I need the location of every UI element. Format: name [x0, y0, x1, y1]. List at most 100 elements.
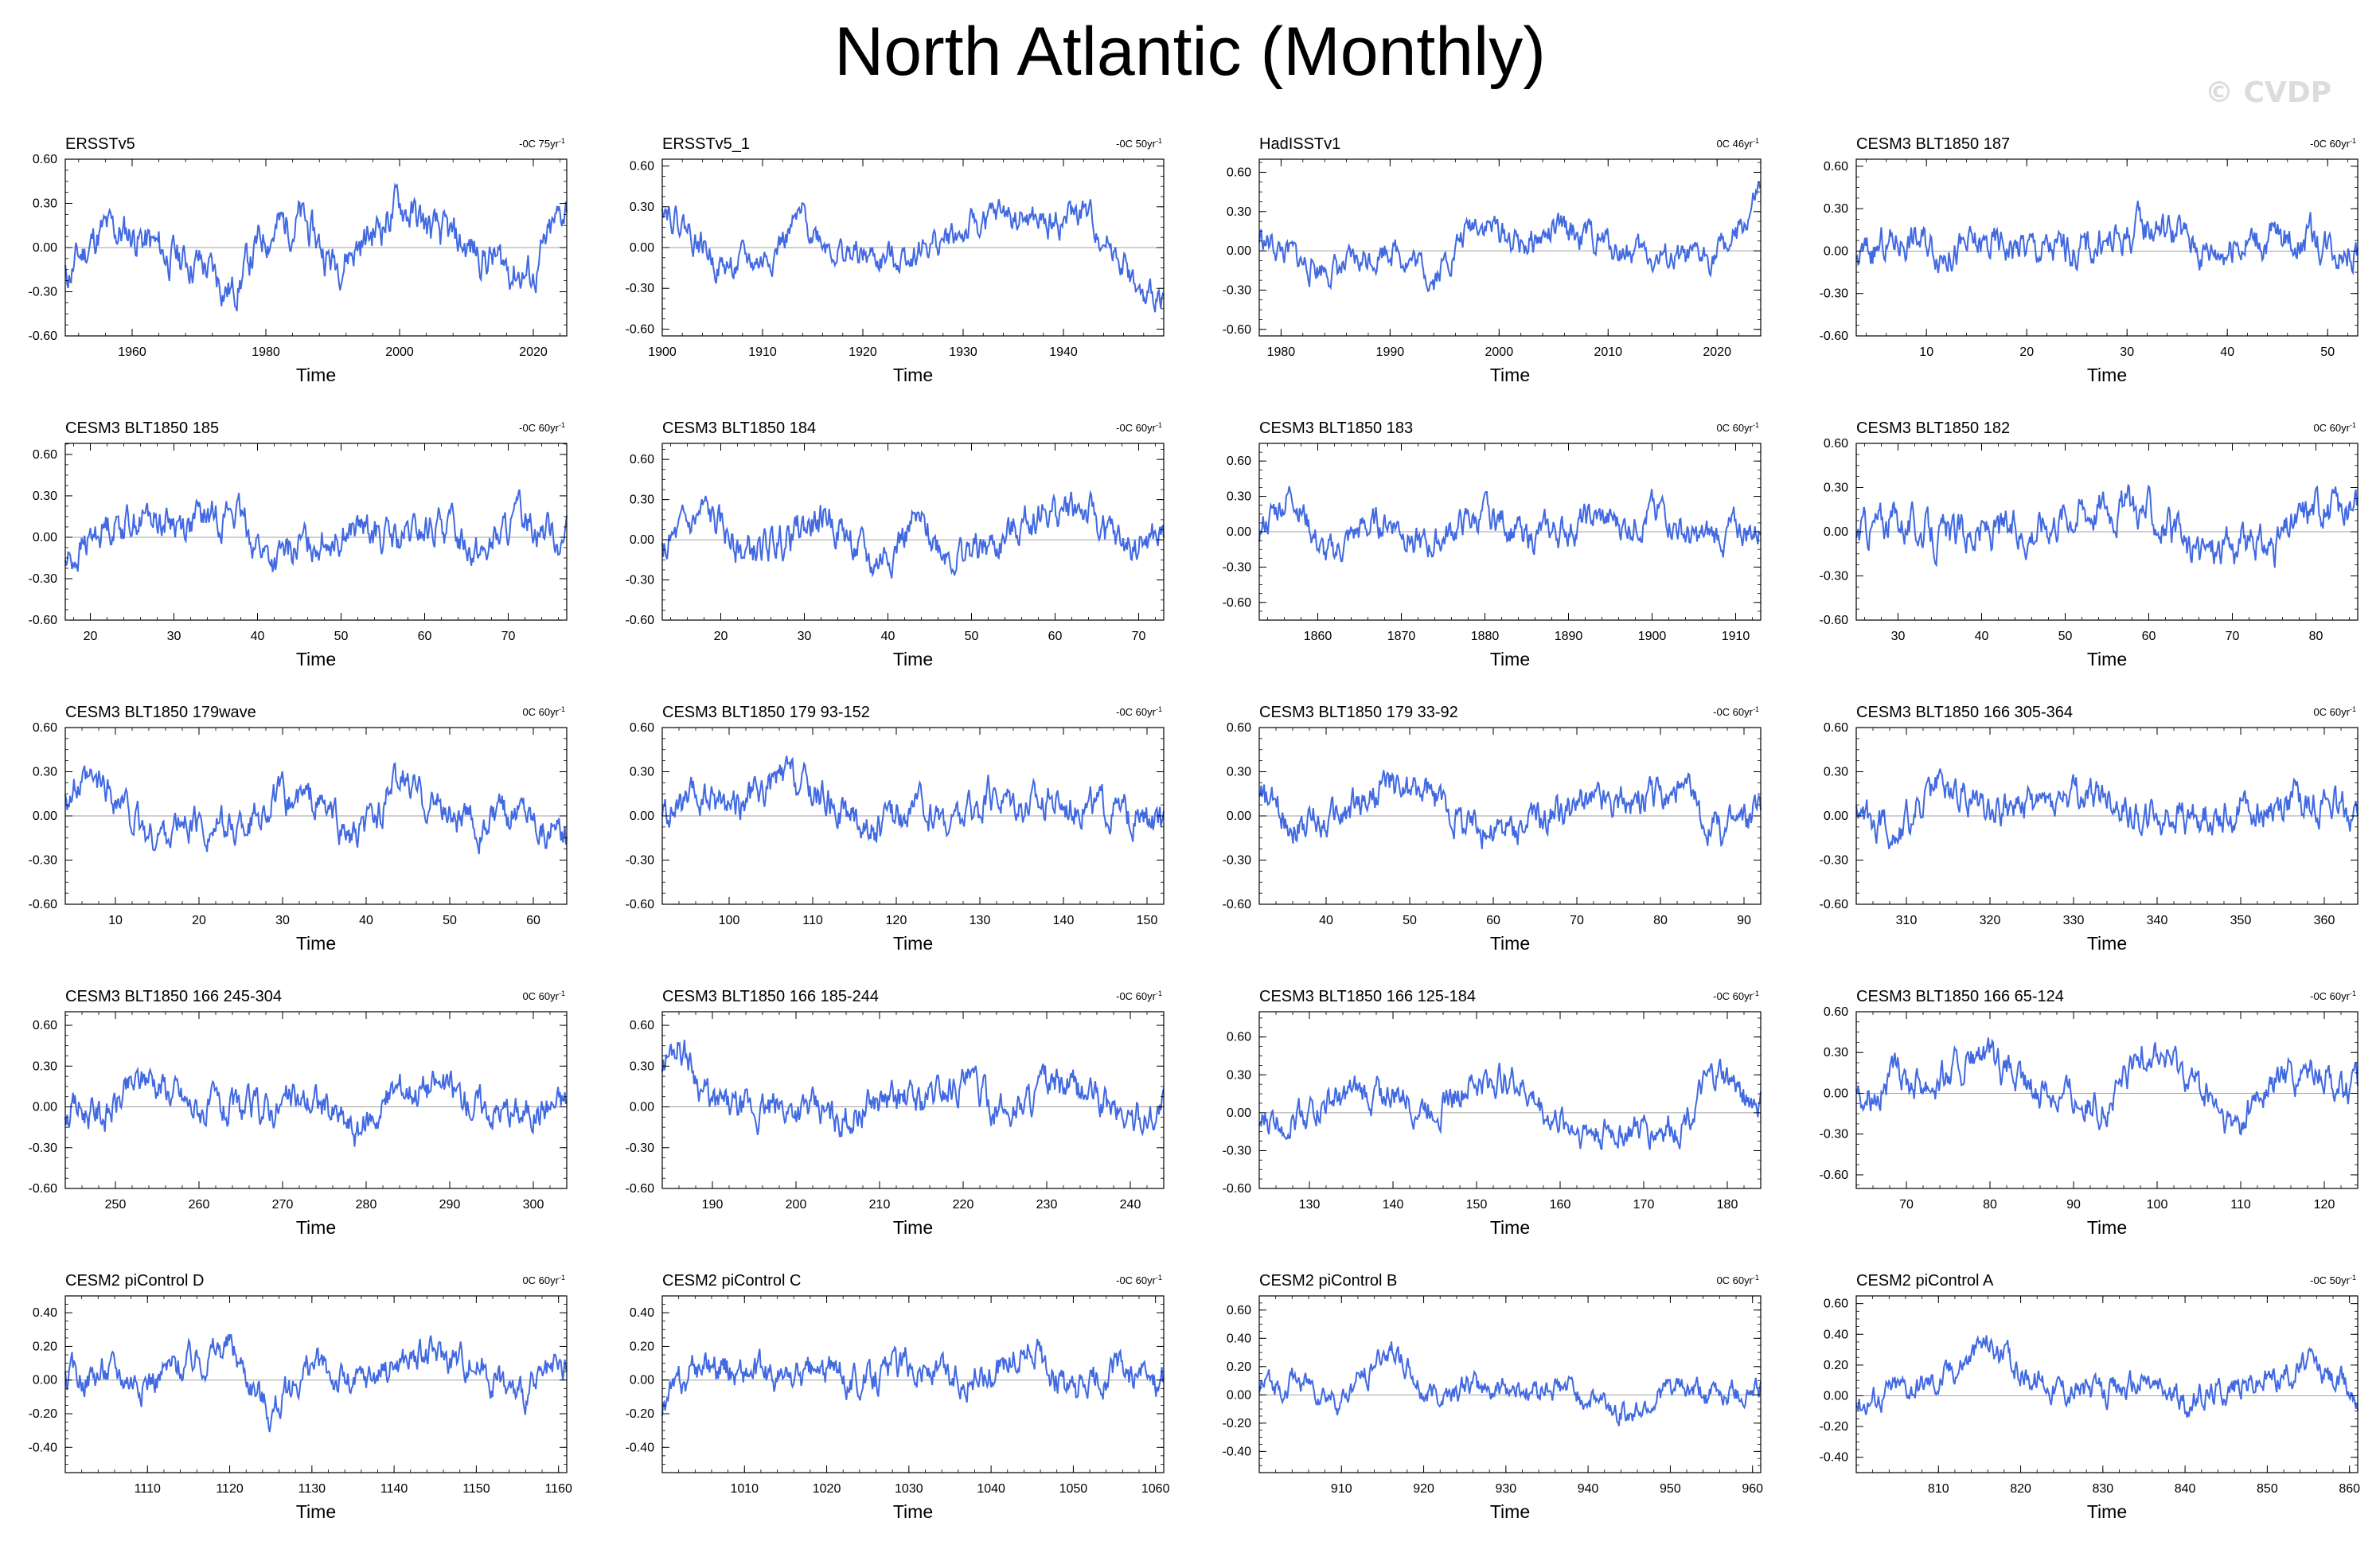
- chart-panel: CESM3 BLT1850 166 245-304 0C 60yr-1 -0.60 -…: [0, 972, 597, 1256]
- y-tick-label: -0.30: [1820, 1128, 1849, 1141]
- y-tick-label: -0.30: [1223, 1144, 1252, 1157]
- y-tick-label: 0.60: [1227, 1031, 1251, 1044]
- y-tick-label: 0.00: [33, 241, 57, 255]
- y-tick-label: 0.00: [630, 241, 654, 255]
- plot-frame: [1855, 1295, 2359, 1473]
- y-tick-label: 0.00: [33, 1101, 57, 1114]
- chart-panel: ERSSTv5_1 -0C 50yr-1 -0.60 -0.30 0.00 0.30 0.6…: [597, 119, 1194, 404]
- y-tick-label: 0.00: [630, 1374, 654, 1387]
- x-tick-label: 70: [1132, 630, 1146, 643]
- x-tick-label: 1060: [1141, 1482, 1170, 1496]
- panel-title: ERSSTv5: [65, 135, 135, 153]
- x-axis-title: Time: [893, 1217, 933, 1238]
- y-tick-label: 0.40: [33, 1306, 57, 1320]
- series-line: [661, 1338, 1165, 1416]
- chart-svg: CESM2 piControl B 0C 60yr-1 -0.40 -0.20 0.00…: [1223, 1272, 1764, 1522]
- x-tick-label: 60: [1048, 630, 1063, 643]
- x-tick-label: 80: [2309, 630, 2323, 643]
- trend-note: 0C 60yr-1: [2313, 421, 2356, 434]
- y-tick-label: -0.30: [1223, 283, 1252, 297]
- chart-panel: CESM3 BLT1850 166 305-364 0C 60yr-1 -0.60 -…: [1791, 688, 2380, 972]
- trend-note: 0C 60yr-1: [1716, 1274, 1759, 1286]
- y-tick-label: -0.60: [626, 322, 655, 336]
- x-axis-title: Time: [893, 649, 933, 669]
- x-tick-label: 240: [1120, 1198, 1141, 1212]
- panel-title: CESM2 piControl B: [1259, 1272, 1397, 1290]
- x-tick-label: 100: [719, 914, 740, 927]
- x-tick-label: 10: [108, 914, 123, 927]
- y-tick-label: -0.30: [1820, 570, 1849, 583]
- y-tick-label: -0.30: [626, 574, 655, 587]
- y-tick-label: 0.20: [630, 1340, 654, 1353]
- series-line: [64, 762, 568, 855]
- y-tick-label: 0.30: [33, 490, 57, 503]
- y-tick-label: 0.00: [1824, 525, 1848, 539]
- chart-panel: CESM3 BLT1850 179wave 0C 60yr-1 -0.60 -0.30…: [0, 688, 597, 972]
- x-tick-label: 1990: [1376, 345, 1405, 359]
- x-tick-label: 940: [1578, 1482, 1599, 1496]
- x-tick-label: 1900: [1638, 630, 1667, 643]
- series-line: [1855, 1037, 2359, 1136]
- y-tick-label: 0.60: [630, 1019, 654, 1032]
- panel-title: CESM3 BLT1850 179 93-152: [662, 704, 870, 721]
- x-tick-label: 2000: [385, 345, 414, 359]
- y-tick-label: -0.20: [626, 1407, 655, 1421]
- watermark-text: © CVDP: [2205, 76, 2332, 109]
- chart-panel: CESM3 BLT1850 183 0C 60yr-1 -0.60 -0.30 0.00…: [1194, 404, 1791, 688]
- chart-panel: CESM3 BLT1850 166 65-124 -0C 60yr-1 -0.60 -…: [1791, 972, 2380, 1256]
- x-tick-label: 40: [2220, 345, 2234, 359]
- y-tick-label: -0.60: [29, 330, 58, 343]
- y-tick-label: 0.00: [1824, 1389, 1848, 1403]
- x-tick-label: 1150: [462, 1482, 490, 1496]
- y-tick-label: 0.30: [630, 766, 654, 779]
- panel-title: CESM3 BLT1850 179wave: [65, 704, 256, 721]
- x-tick-label: 230: [1036, 1198, 1058, 1212]
- x-tick-label: 1880: [1471, 630, 1500, 643]
- x-tick-label: 280: [356, 1198, 377, 1212]
- series-line: [1258, 1059, 1762, 1150]
- x-tick-label: 70: [1899, 1198, 1914, 1212]
- x-tick-label: 100: [2147, 1198, 2168, 1212]
- y-tick-label: -0.40: [626, 1441, 655, 1454]
- y-tick-label: -0.60: [1820, 1169, 1849, 1182]
- y-tick-label: 0.30: [1824, 766, 1848, 779]
- x-tick-label: 1860: [1304, 630, 1332, 643]
- y-tick-label: 0.20: [1227, 1360, 1251, 1374]
- y-tick-label: -0.30: [29, 572, 58, 586]
- y-tick-label: -0.60: [626, 614, 655, 627]
- x-axis-title: Time: [893, 365, 933, 385]
- x-tick-label: 860: [2339, 1482, 2360, 1496]
- series-line: [64, 182, 568, 312]
- x-tick-label: 40: [881, 630, 895, 643]
- x-tick-label: 140: [1053, 914, 1075, 927]
- y-tick-label: 0.30: [33, 766, 57, 779]
- x-tick-label: 20: [714, 630, 728, 643]
- y-tick-label: 0.00: [1227, 810, 1251, 823]
- panel-title: CESM3 BLT1850 182: [1856, 419, 2010, 437]
- y-tick-label: 0.60: [33, 153, 57, 166]
- x-tick-label: 930: [1495, 1482, 1516, 1496]
- y-tick-label: 0.60: [1227, 455, 1251, 468]
- x-tick-label: 1890: [1555, 630, 1583, 643]
- chart-svg: CESM3 BLT1850 184 -0C 60yr-1 -0.60 -0.30 0.0…: [626, 419, 1165, 669]
- x-tick-label: 1910: [748, 345, 777, 359]
- trend-note: 0C 60yr-1: [522, 1274, 565, 1286]
- y-tick-label: 0.30: [1824, 202, 1848, 216]
- y-tick-label: 0.00: [1824, 244, 1848, 258]
- y-tick-label: -0.60: [1223, 596, 1252, 610]
- x-tick-label: 260: [189, 1198, 210, 1212]
- plot-frame: [64, 1295, 568, 1473]
- x-tick-label: 1040: [977, 1482, 1005, 1496]
- x-tick-label: 1160: [544, 1482, 572, 1496]
- x-axis-title: Time: [2087, 1217, 2127, 1238]
- series-line: [1855, 768, 2359, 849]
- y-tick-label: -0.20: [29, 1407, 58, 1421]
- y-tick-label: -0.30: [29, 1141, 58, 1155]
- x-tick-label: 220: [953, 1198, 974, 1212]
- plot-frame: [661, 1295, 1165, 1473]
- y-tick-label: -0.40: [29, 1441, 58, 1454]
- y-tick-label: 0.60: [33, 721, 57, 735]
- y-tick-label: 0.30: [1824, 482, 1848, 495]
- x-tick-label: 300: [523, 1198, 544, 1212]
- chart-panel: CESM3 BLT1850 166 125-184 -0C 60yr-1 -0.60…: [1194, 972, 1791, 1256]
